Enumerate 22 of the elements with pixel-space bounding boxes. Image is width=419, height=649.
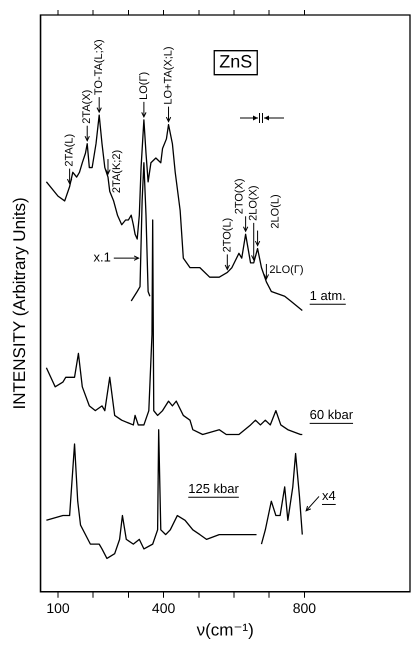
text: x.1: [93, 250, 111, 265]
legend-label: x4: [322, 488, 336, 504]
y-axis-title: INTENSITY (Arbitrary Units): [10, 197, 29, 410]
chart-title: ZnS: [219, 52, 252, 72]
annotation: 2TA(X): [81, 90, 94, 124]
series-label: 60 kbar: [310, 407, 354, 422]
x-tick-label: 100: [46, 600, 70, 616]
annotation: 2LO(L): [270, 194, 282, 229]
annotation: 2TA(K;2): [111, 150, 124, 194]
annotation: TO-TA(L;X): [93, 39, 106, 96]
annotation: 2LO(X): [248, 185, 260, 221]
series-label: 125 kbar: [188, 480, 240, 496]
annotation: LO+TA(X;L): [162, 46, 175, 105]
x-tick-label: 400: [152, 600, 176, 616]
annotation: 2TO(L): [221, 218, 234, 252]
annotation: LO(Γ): [138, 72, 150, 100]
annotation: 2TO(X): [234, 178, 246, 214]
series-label: 1 atm.: [310, 288, 346, 303]
annotation: 2LO(Γ): [269, 264, 304, 276]
x-tick-label: 800: [292, 600, 316, 616]
x-axis-title: ν(cm⁻¹): [196, 620, 254, 640]
annotation: 2TA(L): [64, 134, 76, 167]
